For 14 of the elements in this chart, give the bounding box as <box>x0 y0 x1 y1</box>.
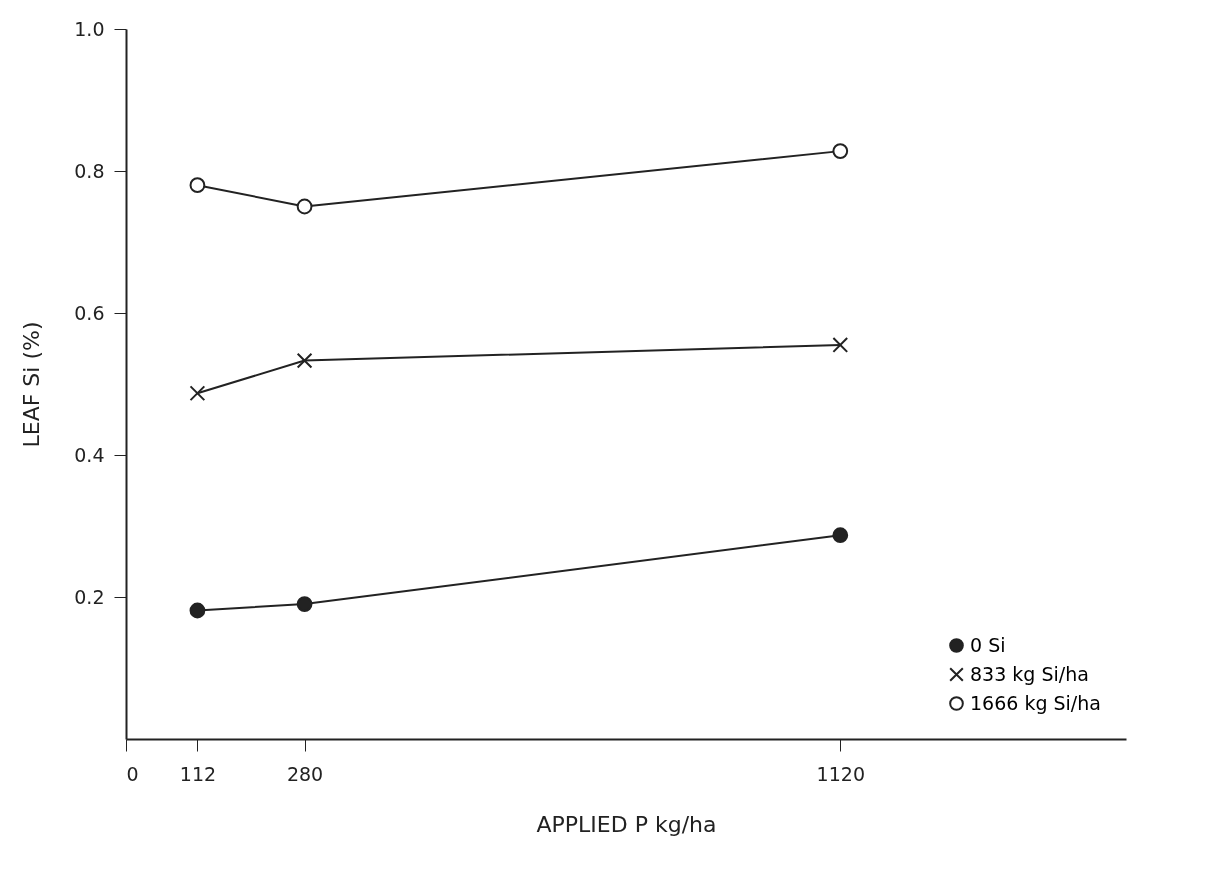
legend-label: 0 Si <box>970 633 1006 656</box>
y-tick-label: 0.4 <box>74 443 105 466</box>
y-tick-label: 0.8 <box>74 159 105 182</box>
x-tick-label: 280 <box>286 762 324 785</box>
legend-label: 1666 kg Si/ha <box>970 691 1101 714</box>
y-axis-title: LEAF Si (%) <box>19 321 45 448</box>
y-tick-label: 0.2 <box>74 585 105 608</box>
x-tick-label: 0 <box>126 762 139 785</box>
x-tick-label: 112 <box>179 762 217 785</box>
x-axis-title: APPLIED P kg/ha <box>536 811 717 837</box>
legend-label: 833 kg Si/ha <box>970 662 1089 685</box>
y-tick-label: 0.6 <box>74 301 105 324</box>
x-tick-label: 1120 <box>816 762 865 785</box>
y-tick-label: 1.0 <box>74 17 105 40</box>
